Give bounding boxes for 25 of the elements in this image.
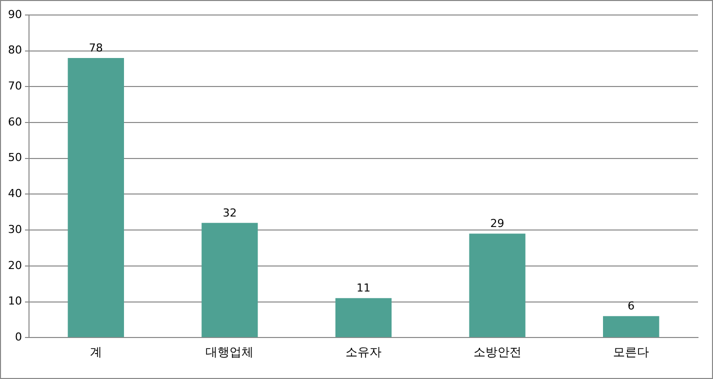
y-tick-label: 80 <box>8 44 22 57</box>
y-tick-label: 0 <box>14 330 22 344</box>
y-tick-label: 40 <box>8 187 22 200</box>
x-tick-label: 모른다 <box>613 344 650 359</box>
bar <box>603 316 660 338</box>
x-tick-label: 소방안전 <box>473 344 522 359</box>
y-tick-label: 20 <box>8 258 22 272</box>
x-tick-label: 계 <box>90 344 102 359</box>
y-tick-label: 60 <box>8 115 22 128</box>
data-label: 6 <box>628 299 635 312</box>
bar <box>335 298 392 338</box>
x-tick-label: 대행업체 <box>206 344 254 359</box>
y-tick-label: 30 <box>8 222 22 236</box>
y-tick-label: 90 <box>8 8 22 21</box>
bar <box>469 234 526 338</box>
data-label: 32 <box>222 206 237 220</box>
y-tick-label: 50 <box>8 151 22 164</box>
y-tick-label: 10 <box>8 294 22 308</box>
data-label: 11 <box>356 282 370 295</box>
data-label: 78 <box>88 41 103 54</box>
x-tick-label: 소유자 <box>346 344 382 359</box>
data-label: 29 <box>490 217 504 230</box>
bar <box>68 58 124 338</box>
bar <box>202 222 258 338</box>
y-tick-label: 70 <box>8 80 22 93</box>
